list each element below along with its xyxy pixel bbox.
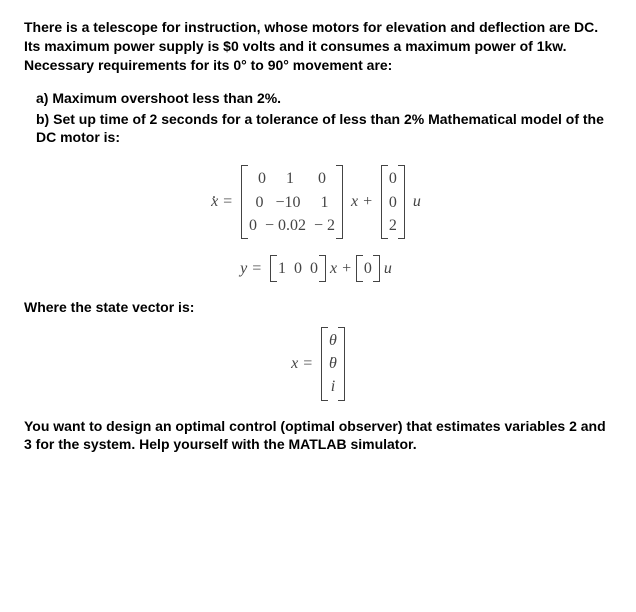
requirement-b: b) Set up time of 2 seconds for a tolera… [36,110,612,148]
y-lhs: y = [240,258,262,280]
state-vector-label: Where the state vector is: [24,298,612,317]
matrix-d: 0 [356,255,380,282]
requirement-a: a) Maximum overshoot less than 2%. [36,89,612,108]
output-equation: y = 1 0 0 x + 0 u [24,255,612,282]
xdot-lhs: x = [211,191,233,213]
matrix-c: 1 0 0 [270,255,326,282]
u-op-1: u [413,191,421,213]
x-plus-2: x + [330,258,352,280]
requirements-list: a) Maximum overshoot less than 2%. b) Se… [36,89,612,148]
state-vector-matrix: θ θ i [321,327,345,401]
state-equation: x = 0 1 0 0 −10 1 0 − 0.02 − 2 x + 0 0 2… [24,165,612,239]
matrix-a: 0 1 0 0 −10 1 0 − 0.02 − 2 [241,165,343,239]
matrix-b: 0 0 2 [381,165,405,239]
x-lhs: x = [291,353,313,375]
intro-paragraph: There is a telescope for instruction, wh… [24,18,612,75]
u-op-2: u [384,258,392,280]
x-plus: x + [351,191,373,213]
state-vector-equation: x = θ θ i [24,327,612,401]
closing-paragraph: You want to design an optimal control (o… [24,417,612,455]
